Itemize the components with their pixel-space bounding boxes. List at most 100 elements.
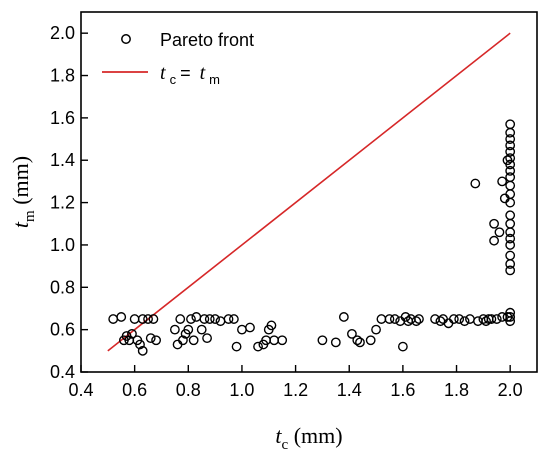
data-point [505, 250, 516, 261]
data-point [505, 307, 516, 318]
data-point [389, 314, 400, 324]
data-point [183, 324, 194, 335]
data-point [127, 328, 137, 339]
legend-label-pareto: Pareto front [160, 30, 254, 50]
data-point [204, 314, 215, 324]
legend-tc-sub: c [170, 72, 177, 87]
data-point [196, 324, 207, 335]
data-point [338, 312, 349, 322]
data-point [505, 165, 516, 176]
data-point [175, 314, 186, 324]
legend-tm-sub: m [209, 72, 220, 87]
x-axis-title: tc (mm) [275, 423, 342, 453]
data-point [465, 314, 475, 324]
data-point [151, 335, 162, 346]
x-tick-label: 2.0 [498, 380, 523, 400]
legend-eq: = [180, 63, 196, 83]
data-point [191, 312, 202, 322]
x-tick-label: 0.6 [122, 380, 147, 400]
data-point [505, 172, 516, 183]
data-point [210, 314, 221, 324]
data-point [228, 314, 239, 324]
series-line-group [107, 32, 511, 352]
data-point [269, 335, 280, 346]
y-tick-label: 1.2 [50, 193, 75, 213]
legend-tm: t [200, 62, 206, 84]
data-point [505, 218, 516, 229]
data-point [266, 320, 277, 331]
data-point [505, 210, 516, 221]
data-point [489, 235, 499, 246]
data-point [199, 314, 210, 324]
data-point [481, 316, 491, 327]
data-point [145, 333, 156, 344]
data-point [277, 335, 288, 346]
data-point [505, 159, 516, 170]
legend-marker-circle [121, 34, 131, 44]
data-point [137, 345, 148, 356]
legend-tc: t [160, 62, 166, 84]
data-point [148, 314, 159, 324]
x-tick-label: 1.6 [390, 380, 415, 400]
data-point [317, 335, 328, 346]
data-point [414, 314, 424, 324]
y-tick-label: 1.8 [50, 66, 75, 86]
data-point [371, 324, 381, 335]
x-axis-title-unit: (mm) [288, 423, 342, 448]
y-axis-title-main: t [8, 221, 33, 228]
data-point [505, 146, 516, 157]
legend-label-tc-tm: t c = t m [160, 62, 220, 88]
y-axis-title-unit: (mm) [8, 156, 33, 210]
data-point [237, 324, 247, 335]
data-point [116, 312, 127, 322]
data-point [202, 333, 212, 344]
data-point [411, 316, 422, 327]
x-tick-label: 1.4 [337, 380, 362, 400]
data-point [505, 134, 516, 144]
data-point [473, 316, 483, 327]
data-point [347, 328, 357, 339]
data-point [505, 233, 516, 244]
data-point [137, 314, 148, 324]
data-point [505, 140, 516, 151]
data-point [397, 341, 408, 352]
data-point [470, 178, 481, 189]
data-point [505, 240, 516, 250]
data-point [505, 227, 516, 238]
data-point [494, 227, 505, 238]
data-point [497, 176, 508, 187]
y-tick-label: 0.4 [50, 362, 75, 382]
series-line-tc-equals-tm [107, 32, 511, 352]
data-point [365, 335, 376, 346]
x-tick-label: 1.8 [444, 380, 469, 400]
data-point [231, 341, 242, 352]
data-point [215, 316, 226, 327]
y-tick-label: 0.8 [50, 277, 75, 297]
data-point [376, 314, 387, 324]
plot-frame [80, 11, 538, 373]
data-point [505, 265, 516, 276]
data-point [454, 314, 465, 324]
data-point [384, 314, 395, 324]
x-tick-label: 0.4 [68, 380, 93, 400]
data-point [253, 341, 263, 352]
data-point [489, 218, 499, 229]
axis-ticks: 0.4 0.6 0.8 1.0 1.2 1.4 1.6 1.8 2.0 0.4 0.6 0.8 1.0 1… [50, 23, 523, 400]
y-tick-label: 1.6 [50, 108, 75, 128]
data-point [406, 314, 416, 324]
data-point [505, 259, 516, 269]
data-point [119, 335, 129, 346]
data-point [352, 335, 363, 346]
data-point [135, 339, 145, 350]
y-tick-label: 1.0 [50, 235, 75, 255]
data-point [245, 322, 255, 333]
x-tick-label: 1.0 [229, 380, 254, 400]
data-point [505, 180, 516, 191]
x-tick-label: 0.8 [176, 380, 201, 400]
data-point [505, 119, 516, 130]
series-points-group [108, 119, 516, 356]
legend: Pareto front t c = t m [102, 30, 254, 88]
x-axis-title-main: t [275, 423, 282, 448]
y-tick-label: 2.0 [50, 23, 75, 43]
